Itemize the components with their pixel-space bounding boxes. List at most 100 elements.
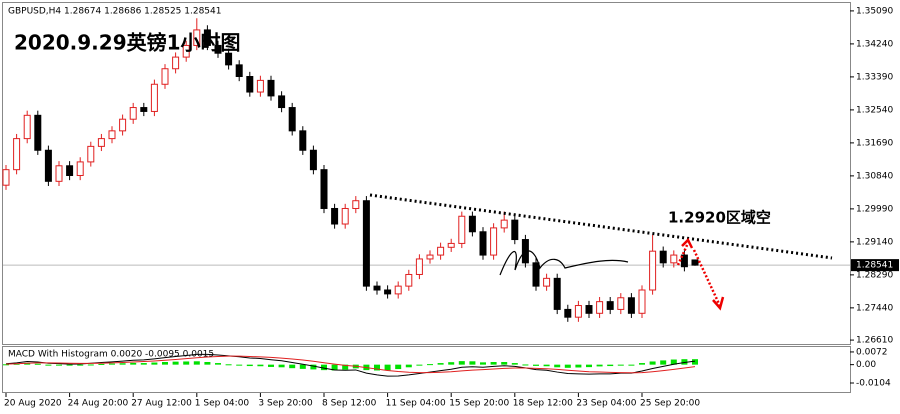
candle-body bbox=[596, 301, 604, 314]
candle-body bbox=[320, 169, 328, 209]
histogram-bar bbox=[405, 364, 412, 368]
macd-panel bbox=[2, 346, 851, 393]
histogram-bar bbox=[628, 364, 635, 366]
x-tick-label: 1 Sep 04:00 bbox=[195, 399, 250, 409]
y-tick-label: -0.0104 bbox=[856, 379, 891, 389]
symbol-header: GBPUSD,H4 1.28674 1.28686 1.28525 1.2854… bbox=[8, 7, 221, 17]
x-tick-label: 15 Sep 20:00 bbox=[449, 399, 509, 409]
histogram-bar bbox=[501, 362, 508, 365]
histogram-bar bbox=[416, 364, 423, 366]
y-tick-label: 1.29140 bbox=[856, 237, 893, 247]
histogram-bar bbox=[427, 364, 433, 366]
histogram-bar bbox=[458, 361, 465, 365]
histogram-bar bbox=[299, 364, 306, 369]
histogram-bar bbox=[119, 363, 126, 365]
arrow-head bbox=[712, 296, 725, 311]
histogram-bar bbox=[289, 364, 296, 369]
candle-body bbox=[2, 169, 10, 186]
candle-body bbox=[553, 277, 561, 310]
candle-body bbox=[362, 200, 370, 287]
candle-body bbox=[182, 44, 190, 58]
candle-body bbox=[44, 149, 52, 182]
histogram-bar bbox=[533, 364, 539, 366]
y-tick-label: 1.29990 bbox=[856, 204, 893, 214]
candle-body bbox=[66, 165, 74, 176]
histogram-bar bbox=[692, 359, 698, 365]
candle-body bbox=[564, 308, 572, 318]
histogram-bar bbox=[448, 362, 455, 365]
candle-body bbox=[691, 259, 699, 266]
candle-body bbox=[617, 297, 625, 310]
candle-body bbox=[341, 207, 349, 225]
histogram-bar bbox=[225, 364, 232, 366]
candle-body bbox=[426, 254, 434, 260]
candle-body bbox=[511, 219, 519, 241]
histogram-bar bbox=[543, 364, 550, 367]
x-tick-label: 8 Sep 12:00 bbox=[322, 399, 377, 409]
histogram-bar bbox=[98, 363, 105, 365]
histogram-bar bbox=[670, 359, 677, 365]
y-tick-label: 1.28290 bbox=[856, 270, 893, 280]
histogram-bar bbox=[511, 363, 518, 365]
histogram-bar bbox=[480, 362, 486, 365]
histogram-bar bbox=[522, 364, 529, 366]
histogram-bar bbox=[204, 362, 211, 365]
histogram-bar bbox=[649, 361, 656, 365]
candle-body bbox=[415, 258, 423, 275]
histogram-bar bbox=[130, 362, 137, 365]
candle-body bbox=[585, 305, 593, 314]
y-tick-label: 1.34240 bbox=[856, 39, 893, 49]
histogram-bar bbox=[268, 364, 274, 367]
candle-body bbox=[267, 79, 275, 97]
candle-body bbox=[34, 114, 42, 151]
histogram-bar bbox=[236, 364, 243, 366]
candle-body bbox=[13, 138, 21, 171]
histogram-bar bbox=[3, 364, 9, 366]
x-tick-label: 27 Aug 12:00 bbox=[131, 399, 192, 409]
last-price-box bbox=[851, 259, 899, 272]
candle-body bbox=[490, 227, 498, 256]
histogram-bar bbox=[77, 364, 84, 366]
histogram-bar bbox=[564, 364, 571, 368]
candle-body bbox=[574, 305, 582, 318]
histogram-bar bbox=[278, 364, 285, 368]
plot: 1.35090 1.34240 1.33390 1.32540 1.31690 1.308… bbox=[2, 6, 899, 409]
macd-label: MACD With Histogram 0.0020 -0.0095 0.001… bbox=[8, 350, 214, 360]
candle-body bbox=[352, 200, 360, 209]
histogram-bar bbox=[140, 363, 147, 365]
candle-body bbox=[468, 215, 476, 233]
histogram-bar bbox=[607, 364, 614, 367]
candle-body bbox=[649, 250, 657, 291]
histogram-bar bbox=[660, 360, 667, 365]
candle-body bbox=[309, 149, 317, 171]
histogram-bar bbox=[87, 364, 94, 366]
histogram-bar bbox=[342, 364, 349, 370]
candle-body bbox=[670, 254, 678, 264]
candle-body bbox=[394, 285, 402, 295]
candle-body bbox=[659, 250, 667, 264]
histogram-bar bbox=[172, 361, 179, 365]
histogram-bar bbox=[34, 363, 41, 365]
candle-body bbox=[278, 95, 286, 109]
candle-body bbox=[23, 114, 31, 140]
histogram-bar bbox=[395, 364, 402, 370]
candle-body bbox=[172, 56, 180, 70]
candle-body bbox=[235, 64, 243, 78]
candle-body bbox=[161, 68, 169, 85]
candle-body bbox=[532, 262, 540, 287]
candle-body bbox=[256, 79, 264, 93]
candle-body bbox=[246, 76, 254, 93]
candle-body bbox=[479, 231, 487, 256]
candle-body bbox=[458, 215, 466, 244]
x-tick-label: 23 Sep 04:00 bbox=[576, 399, 636, 409]
y-tick-label: 1.35090 bbox=[856, 6, 893, 16]
candle-body bbox=[373, 285, 381, 291]
candle-body bbox=[129, 107, 137, 120]
histogram-bar bbox=[66, 364, 73, 366]
candle-body bbox=[606, 301, 614, 310]
y-tick-label: 1.27440 bbox=[856, 303, 893, 313]
annotation-short: 1.2920区域空 bbox=[668, 209, 771, 227]
histogram-bar bbox=[586, 364, 592, 368]
candle-body bbox=[331, 207, 339, 225]
